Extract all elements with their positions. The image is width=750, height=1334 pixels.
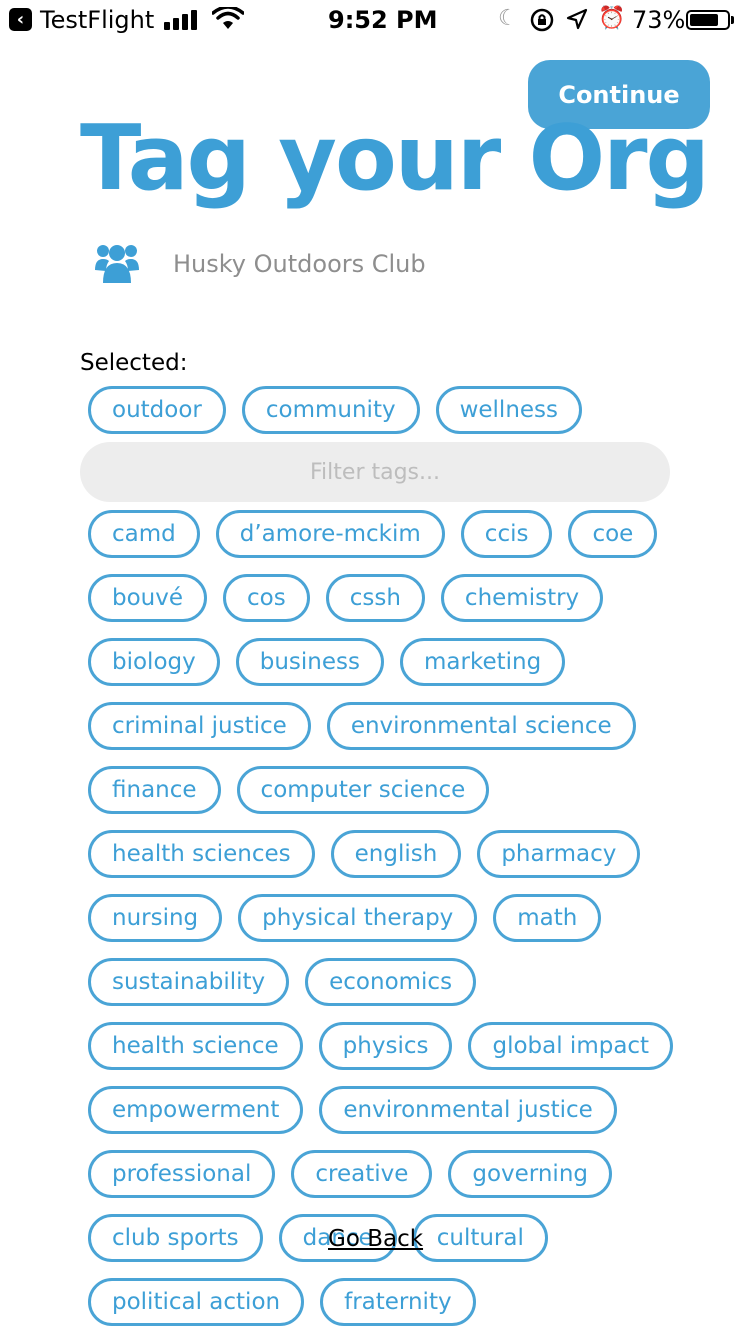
go-back-link[interactable]: Go Back	[328, 1226, 424, 1252]
page-title: Tag your Org	[80, 106, 710, 211]
tag-chip[interactable]: club sports	[88, 1214, 263, 1262]
tag-chip[interactable]: global impact	[468, 1022, 674, 1070]
tag-chip[interactable]: cultural	[412, 1214, 548, 1262]
org-name: Husky Outdoors Club	[173, 250, 426, 278]
group-icon	[95, 245, 139, 283]
tag-chip[interactable]: fraternity	[320, 1278, 476, 1326]
tag-chip[interactable]: chemistry	[440, 574, 604, 622]
tag-chip[interactable]: ccis	[460, 510, 553, 558]
tag-chip[interactable]: nursing	[88, 894, 223, 942]
tag-chip[interactable]: camd	[88, 510, 200, 558]
tag-chip[interactable]: cos	[223, 574, 310, 622]
tag-chip[interactable]: bouvé	[88, 574, 208, 622]
tag-chip[interactable]: finance	[88, 766, 221, 814]
tag-chip[interactable]: economics	[305, 958, 477, 1006]
tag-chip[interactable]: health sciences	[88, 830, 315, 878]
battery-nub	[731, 16, 734, 24]
tag-chip[interactable]: cssh	[325, 574, 425, 622]
tag-chip[interactable]: empowerment	[88, 1086, 304, 1134]
tag-chip[interactable]: computer science	[236, 766, 490, 814]
tag-chip[interactable]: creative	[291, 1150, 433, 1198]
tag-chip[interactable]: biology	[88, 638, 220, 686]
tag-chip[interactable]: sustainability	[88, 958, 290, 1006]
tag-chip[interactable]: business	[235, 638, 384, 686]
tag-chip[interactable]: physics	[318, 1022, 453, 1070]
selected-tags-list: outdoor community wellness	[88, 386, 678, 434]
tag-chip[interactable]: pharmacy	[477, 830, 641, 878]
tag-chip[interactable]: governing	[448, 1150, 613, 1198]
tag-chip[interactable]: physical therapy	[238, 894, 478, 942]
tag-chip[interactable]: health science	[88, 1022, 303, 1070]
tag-chip[interactable]: coe	[568, 510, 658, 558]
tag-chip[interactable]: professional	[88, 1150, 276, 1198]
clock: 9:52 PM	[328, 6, 438, 34]
battery-icon	[686, 10, 730, 30]
tag-chip[interactable]: criminal justice	[88, 702, 311, 750]
status-bar: ‹ TestFlight 9:52 PM ☾ ⏰ 73%	[0, 0, 750, 40]
wifi-icon	[212, 7, 244, 29]
back-icon[interactable]: ‹	[9, 8, 32, 31]
tag-chip[interactable]: d’amore-mckim	[215, 510, 445, 558]
tag-chip[interactable]: math	[493, 894, 602, 942]
location-icon	[566, 8, 588, 30]
selected-tag-chip[interactable]: community	[241, 386, 420, 434]
tag-chip[interactable]: dance	[278, 1214, 397, 1262]
battery-percent: 73%	[632, 6, 686, 34]
filter-tags-input[interactable]	[80, 442, 670, 502]
tags-list: camd d’amore-mckim ccis coe bouvé cos cssh chem…	[88, 510, 678, 1326]
selected-label: Selected:	[80, 350, 188, 376]
tag-chip[interactable]: english	[330, 830, 462, 878]
tag-chip[interactable]: political action	[88, 1278, 305, 1326]
moon-icon: ☾	[498, 6, 518, 31]
signal-icon	[164, 10, 200, 30]
tag-chip[interactable]: environmental science	[326, 702, 636, 750]
continue-button[interactable]: Continue	[528, 60, 710, 129]
back-app-label[interactable]: TestFlight	[40, 6, 155, 34]
orientation-lock-icon	[530, 8, 554, 32]
selected-tag-chip[interactable]: wellness	[435, 386, 583, 434]
tag-chip[interactable]: marketing	[399, 638, 566, 686]
selected-tag-chip[interactable]: outdoor	[88, 386, 226, 434]
alarm-icon: ⏰	[598, 6, 626, 31]
tag-chip[interactable]: environmental justice	[319, 1086, 617, 1134]
